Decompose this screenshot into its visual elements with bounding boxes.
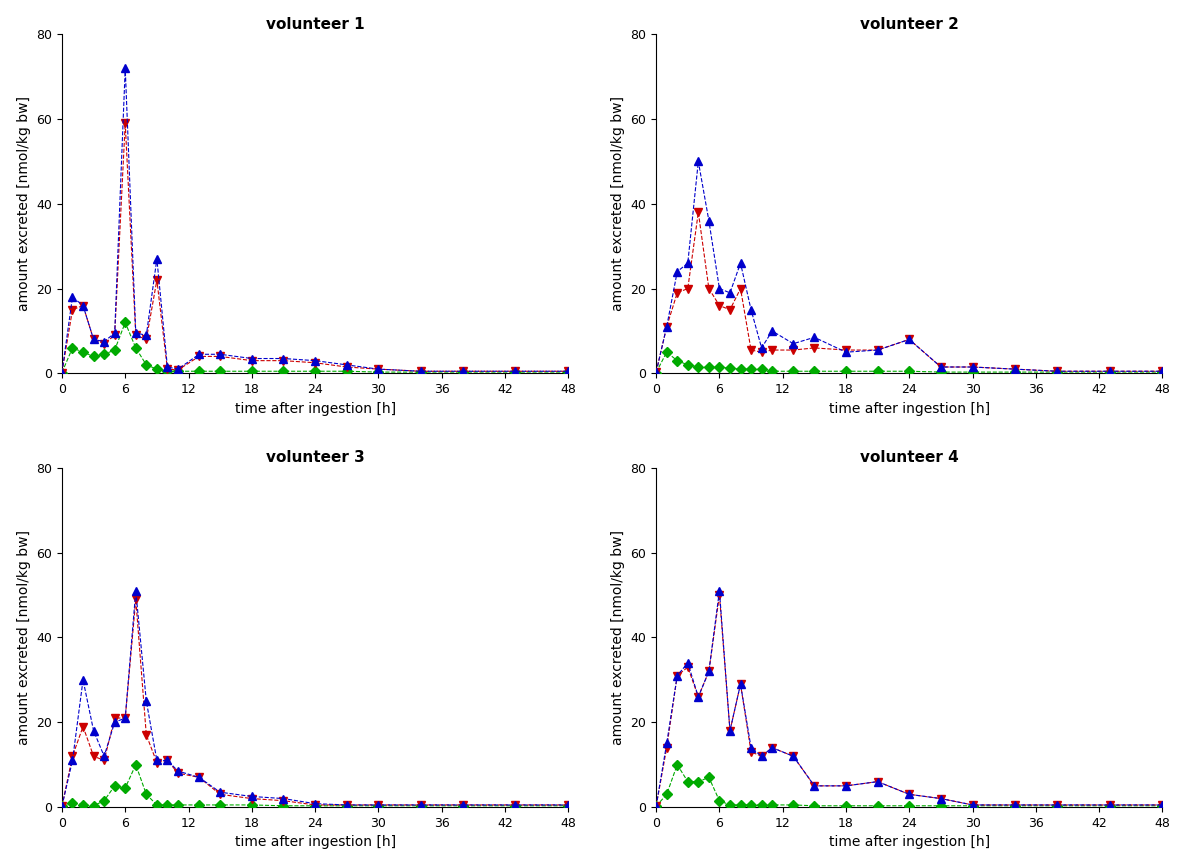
X-axis label: time after ingestion [h]: time after ingestion [h] xyxy=(829,402,990,416)
X-axis label: time after ingestion [h]: time after ingestion [h] xyxy=(235,402,395,416)
Y-axis label: amount excreted [nmol/kg bw]: amount excreted [nmol/kg bw] xyxy=(611,530,624,745)
Title: volunteer 3: volunteer 3 xyxy=(266,450,364,465)
X-axis label: time after ingestion [h]: time after ingestion [h] xyxy=(829,836,990,850)
Title: volunteer 2: volunteer 2 xyxy=(859,16,959,32)
Title: volunteer 4: volunteer 4 xyxy=(859,450,959,465)
Title: volunteer 1: volunteer 1 xyxy=(266,16,364,32)
Y-axis label: amount excreted [nmol/kg bw]: amount excreted [nmol/kg bw] xyxy=(17,530,31,745)
Y-axis label: amount excreted [nmol/kg bw]: amount excreted [nmol/kg bw] xyxy=(611,96,624,311)
X-axis label: time after ingestion [h]: time after ingestion [h] xyxy=(235,836,395,850)
Y-axis label: amount excreted [nmol/kg bw]: amount excreted [nmol/kg bw] xyxy=(17,96,31,311)
